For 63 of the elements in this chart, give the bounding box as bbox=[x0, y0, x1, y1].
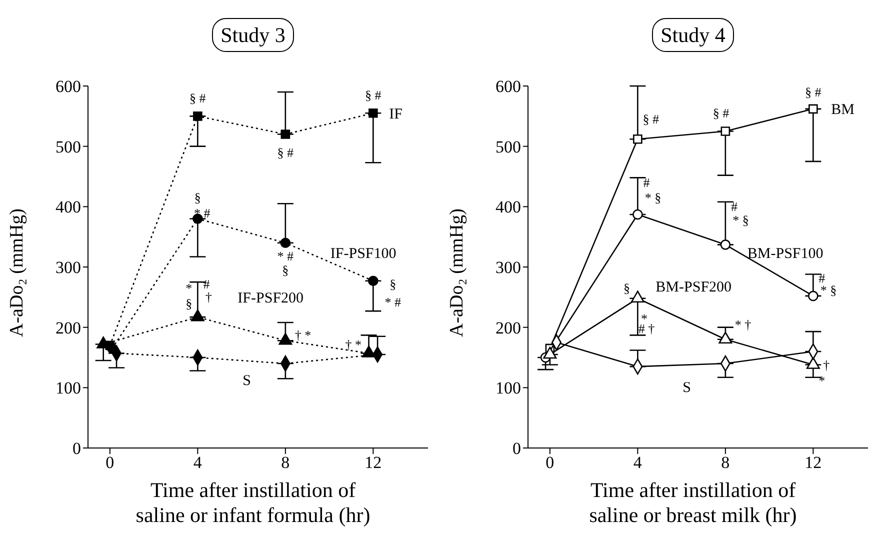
y-tick-label: 100 bbox=[56, 378, 81, 398]
y-axis-title: A-aDo₂ (mmHg) bbox=[446, 208, 468, 337]
series-label: BM-PSF100 bbox=[747, 246, 824, 262]
annotation: * bbox=[186, 280, 192, 296]
annotation: § # bbox=[365, 88, 382, 103]
annotation: § bbox=[390, 276, 396, 292]
x-tick-label: 12 bbox=[364, 453, 382, 472]
annotation: * † bbox=[734, 316, 752, 332]
annotation: § # bbox=[642, 112, 660, 127]
series-label: IF bbox=[389, 106, 403, 122]
annotation: * # bbox=[277, 248, 294, 264]
annotation: † bbox=[823, 357, 830, 372]
x-tick-label: 12 bbox=[804, 453, 822, 472]
annotation: § # bbox=[712, 106, 730, 121]
series-label: S bbox=[242, 372, 252, 389]
x-axis-title: Time after instillation of saline or infant formula (hr) bbox=[134, 478, 372, 528]
y-tick-label: 300 bbox=[496, 258, 521, 278]
series-label: IF-PSF200 bbox=[238, 290, 304, 306]
chart-title: Study 3 bbox=[220, 22, 286, 48]
y-tick-label: 0 bbox=[72, 439, 81, 458]
y-tick-label: 500 bbox=[496, 137, 521, 156]
chart-title: Study 4 bbox=[660, 22, 726, 48]
annotation: # bbox=[730, 199, 738, 214]
y-tick-label: 300 bbox=[56, 258, 81, 278]
y-tick-label: 600 bbox=[56, 77, 81, 96]
annotation: † * bbox=[294, 328, 312, 343]
annotation: § bbox=[186, 296, 192, 311]
y-tick-label: 100 bbox=[496, 378, 521, 398]
y-tick-label: 200 bbox=[56, 318, 81, 338]
title-frame: Study 3 bbox=[212, 18, 294, 52]
annotation: § # bbox=[277, 144, 294, 160]
annotation: § # bbox=[805, 84, 822, 100]
x-tick-label: 0 bbox=[106, 453, 114, 472]
x-tick-label: 4 bbox=[193, 453, 202, 472]
annotation: † * bbox=[345, 336, 362, 352]
annotation: § bbox=[623, 280, 630, 296]
annotation: # bbox=[643, 175, 650, 190]
annotation: * § bbox=[732, 212, 749, 228]
series-label: S bbox=[682, 380, 692, 396]
x-tick-label: 8 bbox=[721, 453, 730, 472]
annotation: * # bbox=[384, 294, 402, 310]
annotation: # bbox=[203, 276, 210, 292]
y-tick-label: 600 bbox=[496, 77, 521, 96]
x-tick-label: 0 bbox=[546, 453, 554, 472]
y-tick-label: 500 bbox=[56, 137, 81, 156]
y-tick-label: 400 bbox=[496, 198, 521, 217]
x-tick-label: 4 bbox=[633, 453, 642, 472]
y-axis-title: A-aDo₂ (mmHg) bbox=[6, 208, 28, 337]
annotation: § bbox=[282, 262, 289, 278]
y-tick-label: 400 bbox=[56, 198, 81, 217]
y-tick-label: 200 bbox=[496, 318, 521, 338]
annotation: † bbox=[205, 290, 212, 305]
annotation: § bbox=[194, 190, 201, 206]
title-frame: Study 4 bbox=[652, 18, 734, 52]
x-tick-label: 8 bbox=[281, 453, 290, 472]
series-label: BM bbox=[831, 102, 855, 118]
annotation: § # bbox=[190, 90, 206, 106]
annotation: * § bbox=[644, 190, 662, 206]
series-label: BM-PSF200 bbox=[656, 280, 732, 296]
series-label: IF-PSF100 bbox=[330, 246, 396, 262]
y-tick-label: 0 bbox=[512, 439, 521, 458]
annotation: * # bbox=[194, 205, 211, 220]
x-axis-title: Time after instillation of saline or breast milk (hr) bbox=[588, 478, 798, 528]
